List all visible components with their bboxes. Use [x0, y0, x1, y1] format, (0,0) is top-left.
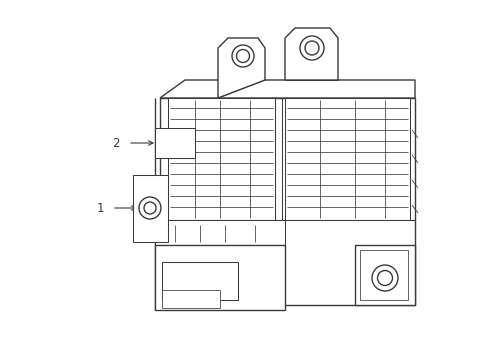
Circle shape: [236, 50, 249, 63]
Polygon shape: [160, 80, 414, 98]
Polygon shape: [285, 98, 409, 220]
Text: 2: 2: [112, 136, 120, 149]
Polygon shape: [162, 290, 220, 308]
Polygon shape: [218, 38, 264, 98]
Polygon shape: [155, 245, 285, 310]
Polygon shape: [162, 262, 238, 300]
Polygon shape: [168, 98, 274, 220]
Polygon shape: [133, 175, 168, 242]
Circle shape: [231, 45, 253, 67]
Circle shape: [377, 270, 392, 285]
Polygon shape: [354, 245, 414, 305]
Circle shape: [299, 36, 324, 60]
Polygon shape: [359, 250, 407, 300]
Circle shape: [305, 41, 318, 55]
Circle shape: [143, 202, 156, 214]
Polygon shape: [155, 128, 195, 158]
Polygon shape: [285, 28, 337, 80]
Circle shape: [371, 265, 397, 291]
Circle shape: [139, 197, 161, 219]
Polygon shape: [155, 220, 285, 245]
Polygon shape: [160, 98, 414, 305]
Text: 1: 1: [96, 202, 104, 215]
